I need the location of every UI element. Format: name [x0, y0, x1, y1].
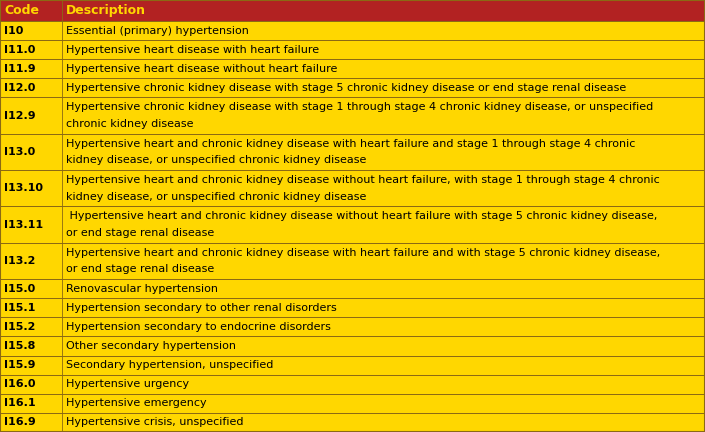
Bar [0, 134, 705, 170]
Text: Renovascular hypertension: Renovascular hypertension [66, 284, 218, 294]
Text: Hypertensive heart and chronic kidney disease with heart failure and stage 1 thr: Hypertensive heart and chronic kidney di… [66, 139, 635, 149]
Bar [0, 413, 705, 432]
Text: Hypertensive heart and chronic kidney disease without heart failure with stage 5: Hypertensive heart and chronic kidney di… [66, 211, 658, 221]
Text: Hypertensive chronic kidney disease with stage 1 through stage 4 chronic kidney : Hypertensive chronic kidney disease with… [66, 102, 654, 112]
Bar [0, 59, 705, 78]
Text: I10: I10 [4, 25, 23, 35]
Text: I15.1: I15.1 [4, 303, 35, 313]
Text: or end stage renal disease: or end stage renal disease [66, 228, 214, 238]
Text: I15.2: I15.2 [4, 322, 35, 332]
Bar [0, 394, 705, 413]
Bar [0, 243, 705, 279]
Text: I13.10: I13.10 [4, 183, 43, 193]
Text: Hypertensive heart disease without heart failure: Hypertensive heart disease without heart… [66, 64, 338, 74]
Bar [0, 375, 705, 394]
Text: Hypertension secondary to endocrine disorders: Hypertension secondary to endocrine diso… [66, 322, 331, 332]
Bar [0, 170, 705, 206]
Text: Hypertensive emergency: Hypertensive emergency [66, 398, 207, 408]
Text: I13.11: I13.11 [4, 219, 43, 229]
Bar [0, 356, 705, 375]
Bar [0, 0, 705, 21]
Text: or end stage renal disease: or end stage renal disease [66, 264, 214, 274]
Text: Essential (primary) hypertension: Essential (primary) hypertension [66, 25, 249, 35]
Text: Description: Description [66, 4, 146, 17]
Bar [0, 337, 705, 356]
Text: I11.9: I11.9 [4, 64, 36, 74]
Text: Other secondary hypertension: Other secondary hypertension [66, 341, 236, 351]
Text: I16.0: I16.0 [4, 379, 35, 389]
Text: Hypertensive chronic kidney disease with stage 5 chronic kidney disease or end s: Hypertensive chronic kidney disease with… [66, 83, 626, 93]
Bar [0, 98, 705, 134]
Text: chronic kidney disease: chronic kidney disease [66, 119, 194, 129]
Text: kidney disease, or unspecified chronic kidney disease: kidney disease, or unspecified chronic k… [66, 156, 367, 165]
Text: I12.0: I12.0 [4, 83, 35, 93]
Text: Code: Code [4, 4, 39, 17]
Text: I11.0: I11.0 [4, 44, 35, 55]
Bar [0, 318, 705, 337]
Text: I16.9: I16.9 [4, 417, 36, 427]
Text: I16.1: I16.1 [4, 398, 36, 408]
Bar [0, 40, 705, 59]
Text: Hypertension secondary to other renal disorders: Hypertension secondary to other renal di… [66, 303, 337, 313]
Text: Hypertensive crisis, unspecified: Hypertensive crisis, unspecified [66, 417, 243, 427]
Text: Secondary hypertension, unspecified: Secondary hypertension, unspecified [66, 360, 274, 370]
Text: I15.8: I15.8 [4, 341, 35, 351]
Text: Hypertensive heart disease with heart failure: Hypertensive heart disease with heart fa… [66, 44, 319, 55]
Bar [0, 279, 705, 298]
Text: I12.9: I12.9 [4, 111, 36, 121]
Bar [0, 206, 705, 243]
Text: I15.9: I15.9 [4, 360, 35, 370]
Text: kidney disease, or unspecified chronic kidney disease: kidney disease, or unspecified chronic k… [66, 192, 367, 202]
Text: I13.0: I13.0 [4, 147, 35, 157]
Bar [0, 21, 705, 40]
Text: Hypertensive urgency: Hypertensive urgency [66, 379, 189, 389]
Bar [0, 78, 705, 98]
Text: I13.2: I13.2 [4, 256, 35, 266]
Text: Hypertensive heart and chronic kidney disease with heart failure and with stage : Hypertensive heart and chronic kidney di… [66, 248, 661, 257]
Text: Hypertensive heart and chronic kidney disease without heart failure, with stage : Hypertensive heart and chronic kidney di… [66, 175, 660, 185]
Text: I15.0: I15.0 [4, 284, 35, 294]
Bar [0, 298, 705, 318]
